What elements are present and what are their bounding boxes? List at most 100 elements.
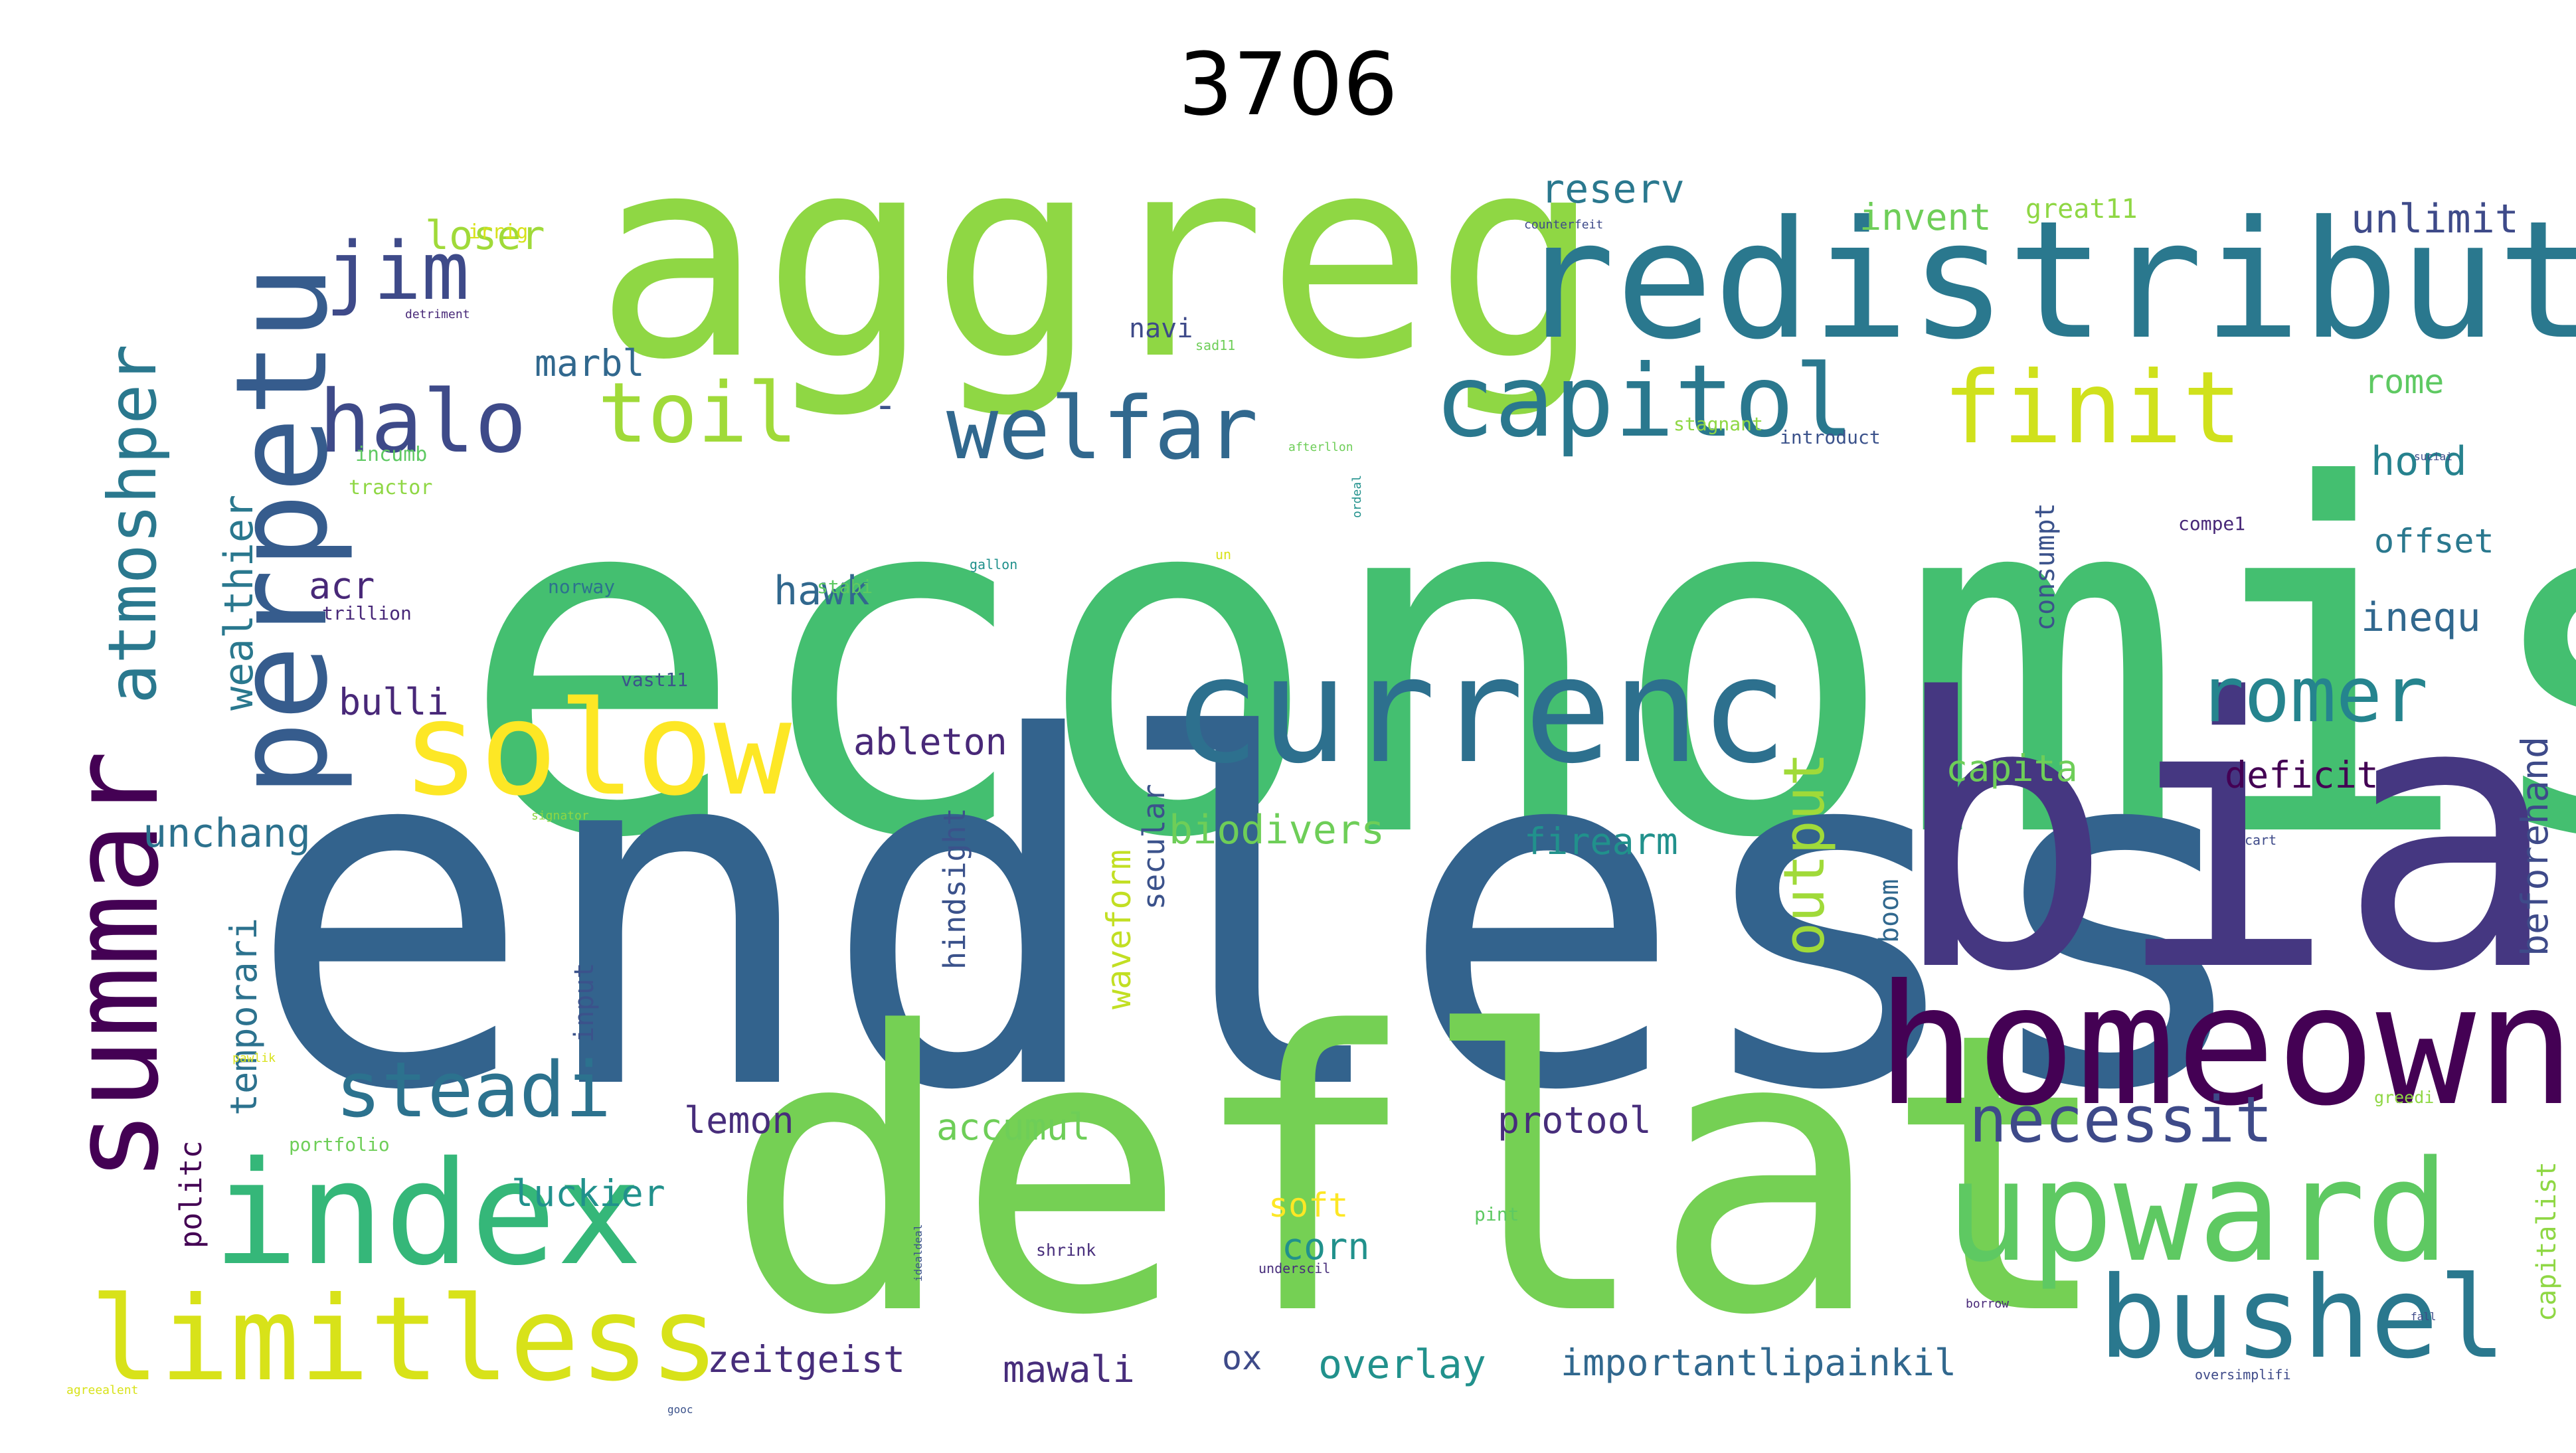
cloud-word: stabi <box>817 576 873 598</box>
cloud-word: endless <box>246 638 2261 1195</box>
cloud-word: idealdeal <box>912 1224 924 1282</box>
cloud-word: loser <box>425 213 545 259</box>
cloud-word: stagnant <box>1674 413 1763 435</box>
cloud-word: inequ <box>2361 594 2481 641</box>
cloud-word: ordeal <box>1350 474 1364 518</box>
cloud-word: overlay <box>1318 1341 1486 1388</box>
cloud-word: cart <box>2245 832 2277 848</box>
cloud-word: bulli <box>339 681 449 723</box>
cloud-word: underscil <box>1258 1260 1331 1276</box>
cloud-word: reserv <box>1541 166 1685 213</box>
cloud-word: upward <box>1946 1130 2450 1293</box>
cloud-word: greedi <box>2374 1088 2435 1107</box>
cloud-word: atmoshper <box>94 344 171 704</box>
cloud-word: introduct <box>1780 426 1881 448</box>
cloud-word: finit <box>1942 351 2243 466</box>
cloud-word: toil <box>598 365 798 462</box>
cloud-word: jim <box>325 226 470 318</box>
cloud-word: navi <box>1129 313 1193 344</box>
cloud-word: deficit <box>2225 754 2379 796</box>
cloud-word: redistribut <box>1517 186 2576 375</box>
cloud-word: norway <box>548 576 616 598</box>
cloud-word: vast11 <box>621 669 689 691</box>
cloud-word: acr <box>309 564 375 607</box>
cloud-word: trillion <box>322 602 412 624</box>
cloud-word: un <box>1215 547 1232 562</box>
cloud-word: romer <box>2198 651 2429 740</box>
cloud-word: detriment <box>405 307 470 321</box>
cloud-word: bushel <box>2099 1252 2507 1384</box>
cloud-word: agreealent <box>66 1383 139 1397</box>
cloud-word: invent <box>1859 196 1992 238</box>
cloud-word: bia <box>1889 620 2561 1053</box>
cloud-word: capitalist <box>2532 1161 2562 1322</box>
cloud-word: compe1 <box>2178 513 2246 535</box>
cloud-word: capita <box>1946 747 2078 790</box>
figure-title: 3706 <box>1178 34 1398 135</box>
cloud-word: biodivers <box>1169 807 1385 853</box>
cloud-word: marbl <box>535 342 645 385</box>
cloud-word: boom <box>1874 879 1905 943</box>
cloud-word: shrink <box>1036 1240 1096 1260</box>
cloud-word: ableton <box>853 721 1007 763</box>
cloud-word: suciai <box>2414 450 2452 463</box>
cloud-word: zeitgeist <box>707 1338 906 1381</box>
cloud-word: gallon <box>970 556 1018 572</box>
cloud-word: steadi <box>335 1046 612 1135</box>
cloud-word: soft <box>1268 1186 1349 1225</box>
cloud-word: capitol <box>1434 344 1855 460</box>
cloud-word: borrow <box>1966 1297 2010 1311</box>
cloud-word: oversimplifi <box>2195 1367 2291 1383</box>
cloud-word: accumul <box>936 1106 1090 1148</box>
cloud-word: afterllon <box>1288 440 1353 454</box>
cloud-word: output <box>1772 752 1838 956</box>
cloud-word: importantlipainkil <box>1561 1341 1957 1384</box>
cloud-word: secular <box>1136 784 1171 910</box>
cloud-word: lemon <box>684 1099 794 1142</box>
cloud-word: politc <box>173 1140 209 1248</box>
cloud-word: tractor <box>349 476 433 499</box>
cloud-word: ox <box>1222 1339 1262 1377</box>
cloud-word: index <box>213 1130 643 1297</box>
cloud-word: sad11 <box>1195 337 1236 353</box>
cloud-word: input <box>569 962 600 1043</box>
cloud-word: wealthier <box>216 494 262 711</box>
cloud-word: deflat <box>724 951 2116 1399</box>
cloud-word: incumb <box>355 443 428 466</box>
cloud-word: pawlik <box>232 1051 276 1065</box>
cloud-word: hawk <box>774 568 870 614</box>
cloud-word: - <box>873 382 898 428</box>
cloud-word: hindsight <box>937 808 972 970</box>
cloud-word: solow <box>402 673 792 824</box>
cloud-word: pint <box>1474 1203 1519 1225</box>
cloud-word: rome <box>2364 363 2445 401</box>
cloud-word: mawali <box>1003 1348 1135 1391</box>
cloud-word: waveform <box>1100 849 1138 1009</box>
cloud-word: luckier <box>511 1172 665 1215</box>
cloud-word: currenc <box>1172 626 1788 796</box>
cloud-word: fall <box>2411 1310 2437 1323</box>
cloud-word: hord <box>2371 438 2467 485</box>
cloud-word: offset <box>2374 522 2494 560</box>
cloud-word: corn <box>1282 1225 1370 1268</box>
cloud-word: counterfeit <box>1524 218 1604 232</box>
cloud-word: economist <box>458 386 2576 942</box>
cloud-word: unchang <box>143 810 311 857</box>
cloud-word: temporari <box>222 917 265 1116</box>
cloud-word: beforehand <box>2514 736 2556 956</box>
cloud-word: firearm <box>1524 820 1678 863</box>
cloud-word: homeown <box>1876 949 2576 1142</box>
cloud-word: welfar <box>946 378 1258 479</box>
cloud-word: aggreg <box>594 96 1602 421</box>
cloud-word: portfolio <box>289 1134 390 1155</box>
cloud-word: necessit <box>1969 1084 2273 1157</box>
cloud-word: great11 <box>2025 194 2138 224</box>
cloud-word: limitless <box>90 1272 720 1407</box>
cloud-word: consumpt <box>2030 503 2061 631</box>
cloud-word: gooc <box>667 1403 693 1416</box>
cloud-word: halo <box>319 371 527 472</box>
cloud-word: protool <box>1498 1099 1652 1142</box>
cloud-word: signator <box>531 809 589 823</box>
